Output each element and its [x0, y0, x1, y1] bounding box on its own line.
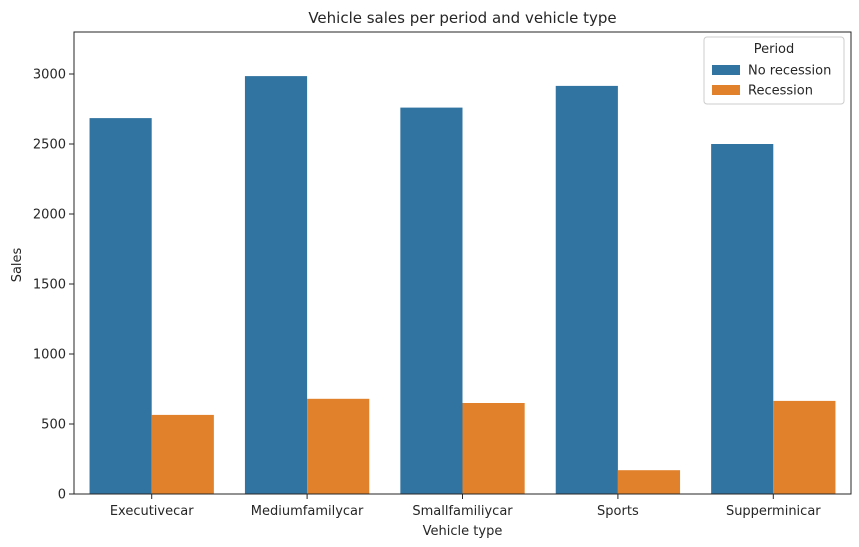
bar-no-recession — [244, 76, 308, 494]
legend-title: Period — [754, 42, 795, 57]
bar-recession — [307, 398, 370, 494]
y-tick-label: 1000 — [33, 348, 66, 363]
y-tick-label: 500 — [41, 418, 66, 433]
bar-recession — [617, 470, 681, 494]
x-tick-label: Sports — [597, 504, 639, 519]
bar-recession — [462, 403, 525, 494]
bar-recession — [151, 414, 214, 494]
bar-no-recession — [400, 107, 463, 494]
chart-title: Vehicle sales per period and vehicle typ… — [308, 9, 616, 27]
x-tick-label: Mediumfamilycar — [251, 504, 364, 519]
bar-no-recession — [89, 118, 152, 494]
y-tick-label: 0 — [58, 488, 66, 503]
y-tick-label: 1500 — [33, 278, 66, 293]
x-tick-label: Executivecar — [110, 504, 194, 519]
legend: Period No recession Recession — [703, 36, 845, 105]
y-tick-label: 2000 — [33, 208, 66, 223]
legend-swatch — [712, 65, 740, 75]
bar-no-recession — [555, 85, 618, 495]
legend-entry-label: Recession — [748, 84, 813, 99]
legend-entry-label: No recession — [748, 64, 831, 79]
x-tick-label: Supperminicar — [726, 504, 821, 519]
x-tick-label: Smallfamiliycar — [412, 504, 513, 519]
plot-area: 0 500 1000 1500 2000 2500 3000 Executivecar Medi… — [33, 31, 852, 519]
x-axis-label: Vehicle type — [423, 524, 503, 539]
legend-swatch — [712, 85, 740, 95]
bar-recession — [773, 400, 836, 494]
y-axis-label: Sales — [10, 247, 25, 282]
bar-no-recession — [711, 144, 774, 494]
y-tick-label: 2500 — [33, 138, 66, 153]
y-tick-label: 3000 — [33, 68, 66, 83]
plot-frame — [73, 31, 852, 495]
